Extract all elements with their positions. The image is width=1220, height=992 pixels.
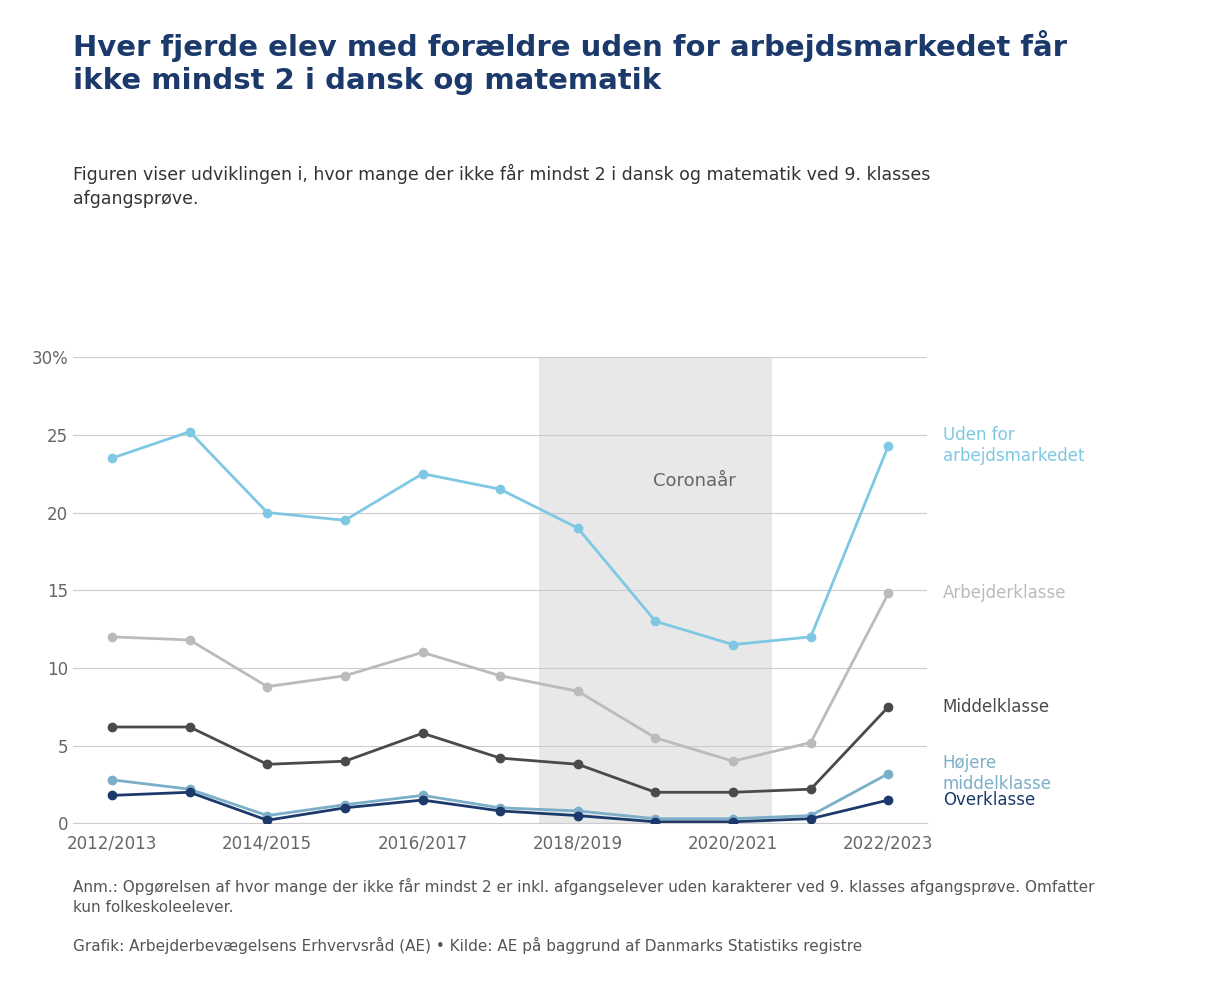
Bar bbox=[539, 357, 772, 823]
Text: Middelklasse: Middelklasse bbox=[943, 697, 1050, 716]
Text: Coronaår: Coronaår bbox=[653, 472, 736, 490]
Text: Figuren viser udviklingen i, hvor mange der ikke får mindst 2 i dansk og matemat: Figuren viser udviklingen i, hvor mange … bbox=[73, 164, 931, 208]
Text: Overklasse: Overklasse bbox=[943, 791, 1035, 809]
Text: Anm.: Opgørelsen af hvor mange der ikke får mindst 2 er inkl. afgangselever uden: Anm.: Opgørelsen af hvor mange der ikke … bbox=[73, 878, 1094, 915]
Text: Grafik: Arbejderbevægelsens Erhvervsråd (AE) • Kilde: AE på baggrund af Danmarks: Grafik: Arbejderbevægelsens Erhvervsråd … bbox=[73, 937, 863, 954]
Text: Hver fjerde elev med forældre uden for arbejdsmarkedet får
ikke mindst 2 i dansk: Hver fjerde elev med forældre uden for a… bbox=[73, 30, 1068, 95]
Text: Arbejderklasse: Arbejderklasse bbox=[943, 584, 1066, 602]
Text: Uden for
arbejdsmarkedet: Uden for arbejdsmarkedet bbox=[943, 427, 1085, 465]
Text: Højere
middelklasse: Højere middelklasse bbox=[943, 754, 1052, 793]
